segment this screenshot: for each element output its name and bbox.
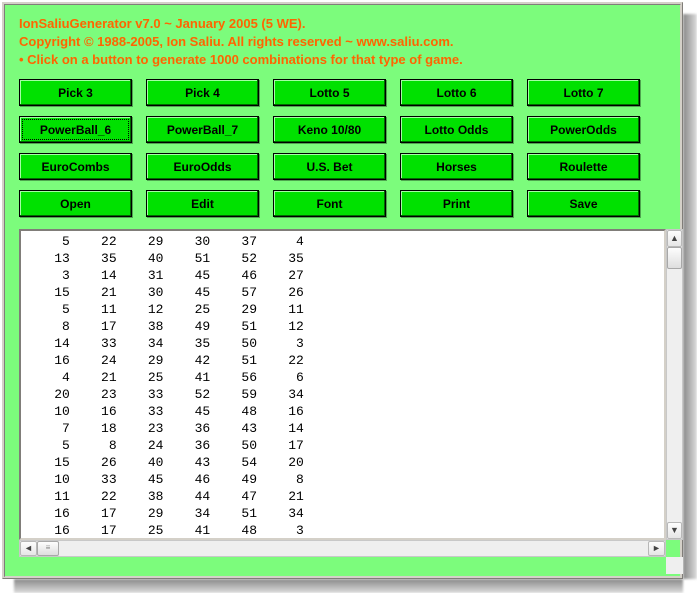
euroodds-button[interactable]: EuroOdds — [146, 153, 259, 180]
font-button[interactable]: Font — [273, 190, 386, 217]
app-frame: IonSaliuGenerator v7.0 ~ January 2005 (5… — [0, 0, 697, 593]
scrollbar-corner — [666, 557, 683, 574]
scroll-down-arrow-icon[interactable]: ▼ — [667, 522, 682, 539]
lotto7-button[interactable]: Lotto 7 — [527, 79, 640, 106]
frame-shadow-right — [683, 14, 697, 579]
powerodds-button[interactable]: PowerOdds — [527, 116, 640, 143]
header-line-3: • Click on a button to generate 1000 com… — [19, 51, 666, 69]
horizontal-scrollbar[interactable]: ◄ ≡ ► — [19, 540, 666, 557]
open-button[interactable]: Open — [19, 190, 132, 217]
horizontal-scroll-thumb[interactable]: ≡ — [37, 541, 59, 556]
scroll-right-arrow-icon[interactable]: ► — [648, 541, 665, 556]
lotto5-button[interactable]: Lotto 5 — [273, 79, 386, 106]
vertical-scrollbar[interactable]: ▲ ▼ — [666, 229, 683, 540]
save-button[interactable]: Save — [527, 190, 640, 217]
frame-shadow-bottom — [14, 579, 683, 593]
horses-button[interactable]: Horses — [400, 153, 513, 180]
output-container: 5 22 29 30 37 4 13 35 40 51 52 35 3 14 3… — [19, 229, 666, 557]
pick3-button[interactable]: Pick 3 — [19, 79, 132, 106]
scroll-left-arrow-icon[interactable]: ◄ — [20, 541, 37, 556]
scroll-up-arrow-icon[interactable]: ▲ — [667, 230, 682, 247]
lotto6-button[interactable]: Lotto 6 — [400, 79, 513, 106]
print-button[interactable]: Print — [400, 190, 513, 217]
edit-button[interactable]: Edit — [146, 190, 259, 217]
header-line-2: Copyright © 1988-2005, Ion Saliu. All ri… — [19, 33, 666, 51]
vertical-scroll-track[interactable] — [667, 247, 682, 522]
powerball7-button[interactable]: PowerBall_7 — [146, 116, 259, 143]
header-line-1: IonSaliuGenerator v7.0 ~ January 2005 (5… — [19, 15, 666, 33]
main-panel: IonSaliuGenerator v7.0 ~ January 2005 (5… — [2, 2, 683, 579]
pick4-button[interactable]: Pick 4 — [146, 79, 259, 106]
usbet-button[interactable]: U.S. Bet — [273, 153, 386, 180]
output-textbox[interactable]: 5 22 29 30 37 4 13 35 40 51 52 35 3 14 3… — [19, 229, 666, 540]
eurocombs-button[interactable]: EuroCombs — [19, 153, 132, 180]
vertical-scroll-thumb[interactable] — [667, 247, 682, 269]
keno1080-button[interactable]: Keno 10/80 — [273, 116, 386, 143]
button-grid: Pick 3 Pick 4 Lotto 5 Lotto 6 Lotto 7 PowerBa… — [19, 79, 666, 217]
powerball6-button[interactable]: PowerBall_6 — [19, 116, 132, 143]
roulette-button[interactable]: Roulette — [527, 153, 640, 180]
horizontal-scroll-track[interactable]: ≡ — [37, 541, 648, 556]
lottoodds-button[interactable]: Lotto Odds — [400, 116, 513, 143]
